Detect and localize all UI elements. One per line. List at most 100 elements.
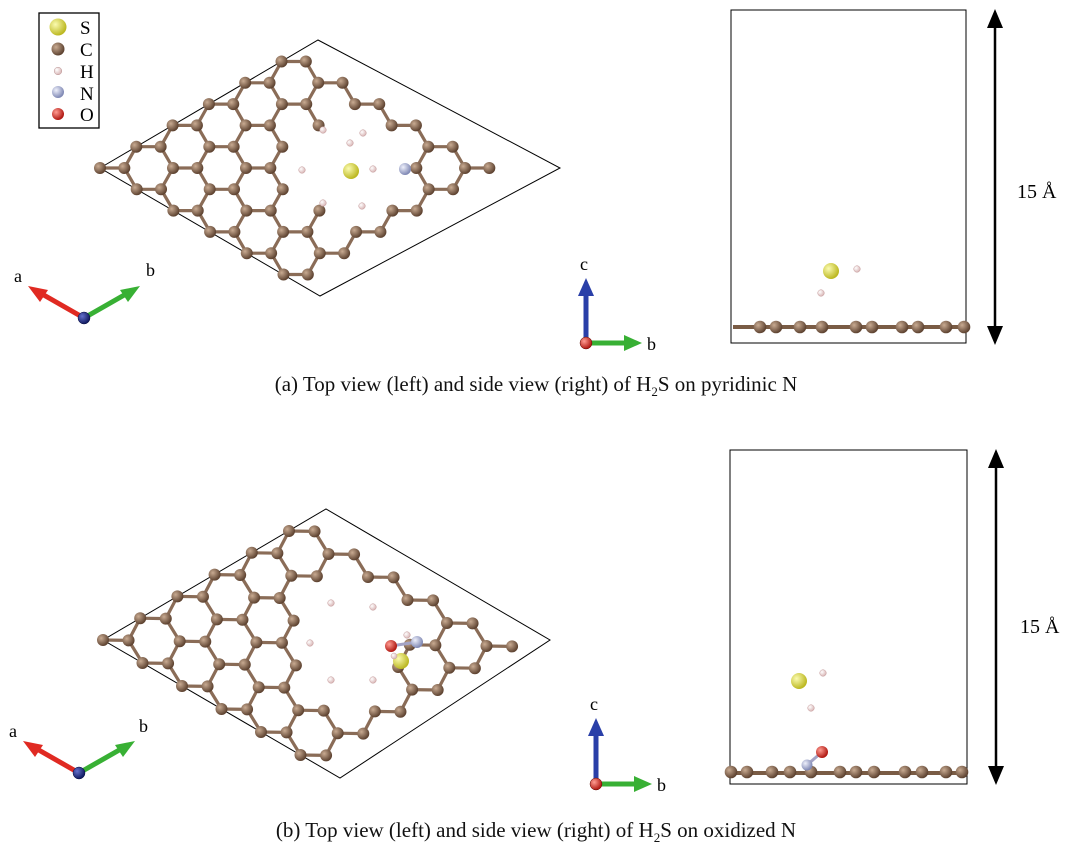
a-axis-arrow — [37, 749, 79, 773]
carbon-atom — [410, 119, 422, 131]
b-axis-arrowhead — [634, 776, 652, 792]
carbon-atom — [199, 636, 211, 648]
carbon-atom — [264, 119, 276, 131]
carbon-atom — [204, 183, 216, 195]
carbon-atom — [283, 525, 295, 537]
carbon-atom — [834, 766, 847, 779]
carbon-atom — [123, 634, 135, 646]
carbon-atom — [314, 247, 326, 259]
caption-b-text: (b) Top view (left) and side view (right… — [276, 818, 654, 842]
carbon-atom — [312, 77, 324, 89]
carbon-atom — [192, 205, 204, 217]
carbon-atom — [167, 162, 179, 174]
carbon-atom — [191, 162, 203, 174]
carbon-atom — [240, 119, 252, 131]
carbon-atom — [265, 205, 277, 217]
carbon-atom — [203, 98, 215, 110]
axis-triad-a-top: a b — [14, 260, 155, 324]
carbon-atom — [784, 766, 797, 779]
b-axis-arrowhead — [120, 286, 140, 302]
carbon-atom — [118, 162, 130, 174]
carbon-atom — [467, 617, 479, 629]
legend-s-label: S — [80, 18, 91, 39]
carbon-atom — [277, 226, 289, 238]
b-axis-label: b — [146, 260, 155, 280]
carbon-atom — [432, 684, 444, 696]
carbon-atom — [285, 570, 297, 582]
hydrogen-atom — [320, 200, 327, 207]
hydrogen-atom — [359, 203, 366, 210]
carbon-atom — [250, 636, 262, 648]
carbon-atom — [302, 269, 314, 281]
legend-s-swatch — [50, 19, 67, 36]
carbon-atom — [295, 749, 307, 761]
carbon-atom — [130, 141, 142, 153]
carbon-atom — [276, 98, 288, 110]
carbon-atom — [388, 571, 400, 583]
carbon-atom — [274, 592, 286, 604]
carbon-atom — [234, 569, 246, 581]
hydrogen-atom — [299, 167, 306, 174]
carbon-atom — [174, 635, 186, 647]
caption-b-text-end: S on oxidized N — [660, 818, 796, 842]
carbon-atom — [277, 183, 289, 195]
sulfur-atom — [791, 673, 807, 689]
panel-a-top-view — [94, 40, 560, 296]
carbon-atom — [427, 594, 439, 606]
carbon-atom — [213, 658, 225, 670]
sulfur-atom — [823, 263, 839, 279]
legend-c-label: C — [80, 40, 93, 61]
carbon-atom — [265, 247, 277, 259]
carbon-atom — [278, 269, 290, 281]
carbon-atom — [447, 141, 459, 153]
hydrogen-atom — [347, 140, 354, 147]
carbon-atom — [443, 662, 455, 674]
carbon-atom — [228, 183, 240, 195]
carbon-atom — [725, 766, 738, 779]
carbon-atom — [912, 321, 925, 334]
carbon-atom — [816, 321, 829, 334]
a-axis-origin — [590, 778, 602, 790]
hydrogen-atom — [808, 705, 815, 712]
carbon-atom — [362, 571, 374, 583]
legend-o-label: O — [80, 105, 94, 126]
hydrogen-atom — [328, 600, 335, 607]
carbon-atom — [406, 684, 418, 696]
carbon-atom — [850, 321, 863, 334]
carbon-atom — [292, 704, 304, 716]
carbon-atom — [441, 617, 453, 629]
carbon-atom — [155, 141, 167, 153]
height-label-a: 15 Å — [1017, 181, 1057, 203]
carbon-atom — [276, 637, 288, 649]
carbon-atom — [459, 162, 471, 174]
b-axis-arrow — [84, 294, 126, 318]
carbon-atom — [402, 594, 414, 606]
carbon-atom — [239, 77, 251, 89]
carbon-atom — [410, 162, 422, 174]
hydrogen-atom — [820, 670, 827, 677]
carbon-atom — [754, 321, 767, 334]
carbon-atom — [162, 657, 174, 669]
carbon-atom — [386, 119, 398, 131]
carbon-atom — [300, 98, 312, 110]
caption-b: (b) Top view (left) and side view (right… — [0, 818, 1072, 846]
carbon-atom — [160, 613, 172, 625]
nitrogen-atom — [802, 760, 813, 771]
carbon-atom — [916, 766, 929, 779]
hydrogen-atom — [360, 130, 367, 137]
carbon-atom — [896, 321, 909, 334]
carbon-atom — [958, 321, 971, 334]
a-axis-arrow — [42, 294, 84, 318]
carbon-atom — [191, 119, 203, 131]
carbon-atom — [300, 56, 312, 68]
carbon-atom — [264, 162, 276, 174]
legend-o-swatch — [52, 108, 64, 120]
side-cell-b — [730, 450, 967, 784]
carbon-atom — [202, 680, 214, 692]
carbon-atom — [271, 547, 283, 559]
legend-h-label: H — [80, 62, 94, 83]
carbon-atom — [866, 321, 879, 334]
legend-n-swatch — [52, 86, 64, 98]
carbon-atom — [176, 680, 188, 692]
carbon-atom — [236, 614, 248, 626]
